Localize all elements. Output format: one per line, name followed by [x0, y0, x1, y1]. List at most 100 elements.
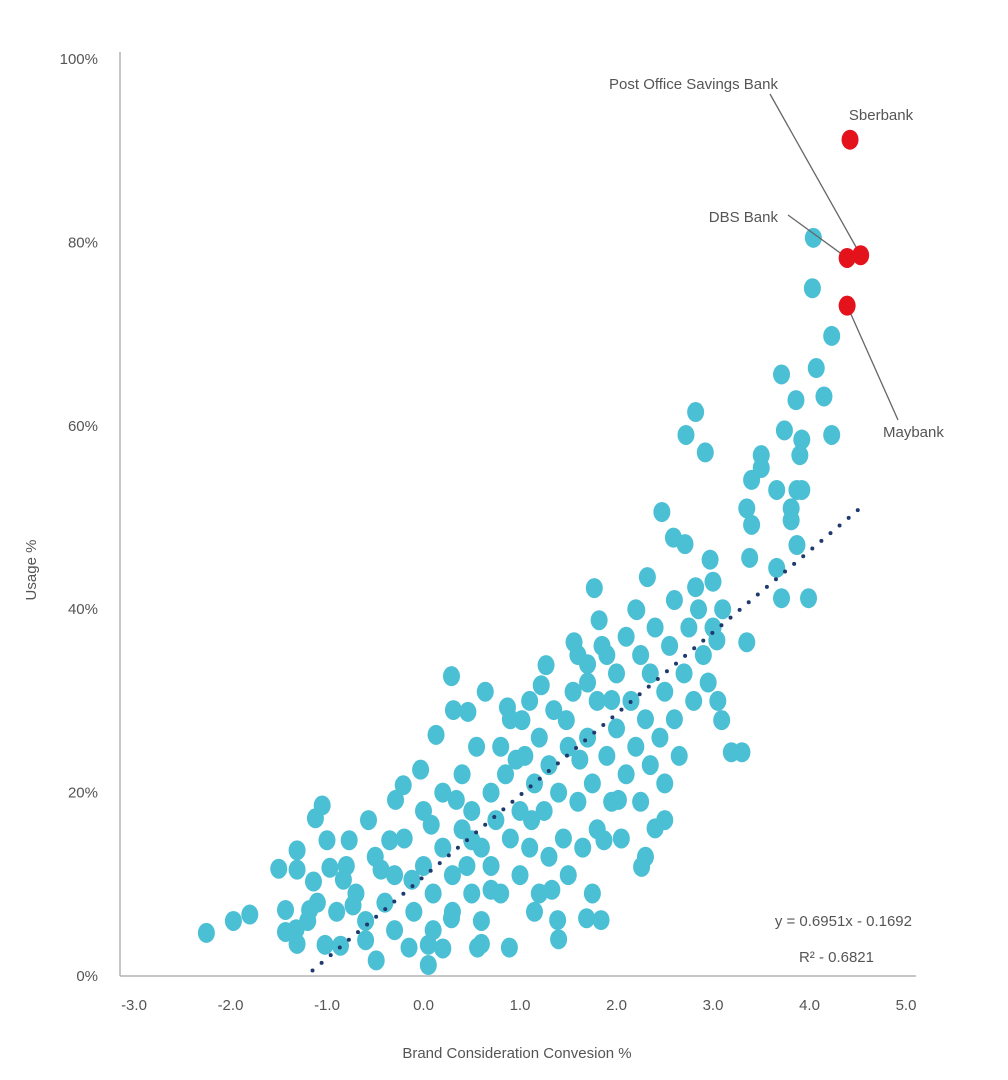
data-point — [585, 578, 603, 599]
data-point — [537, 655, 555, 676]
data-point — [687, 577, 705, 598]
data-point — [476, 681, 494, 702]
y-tick-label: 60% — [68, 418, 98, 435]
data-point — [690, 599, 708, 620]
data-point — [583, 883, 601, 904]
bank-label: Post Office Savings Bank — [609, 76, 778, 93]
trendline-dot — [446, 853, 451, 858]
data-point — [288, 840, 306, 861]
data-point — [608, 663, 625, 684]
data-point — [463, 883, 481, 904]
data-point — [696, 442, 714, 463]
data-point — [636, 846, 654, 867]
data-point — [603, 791, 621, 812]
data-point — [738, 632, 756, 653]
data-point — [492, 883, 510, 904]
data-point — [803, 278, 821, 299]
x-tick-label: 3.0 — [703, 997, 724, 1014]
data-point — [656, 773, 674, 794]
data-point — [359, 810, 377, 831]
data-point — [685, 690, 703, 711]
data-point — [583, 773, 601, 794]
leader-lines — [769, 93, 899, 421]
trendline-dot — [465, 838, 470, 843]
trendline-dot — [855, 508, 860, 513]
data-point — [579, 727, 597, 748]
data-point — [511, 865, 529, 886]
data-point — [550, 782, 568, 803]
data-point — [224, 910, 242, 931]
highlighted-point — [852, 245, 870, 266]
data-point — [569, 791, 587, 812]
data-point — [366, 846, 384, 867]
data-point — [500, 937, 518, 958]
data-point — [680, 617, 698, 638]
y-tick-label: 20% — [68, 785, 98, 802]
data-point — [791, 445, 809, 466]
data-point — [741, 547, 759, 568]
data-point — [714, 599, 732, 620]
trendline-dot — [428, 868, 433, 873]
data-point — [288, 933, 306, 954]
data-point — [782, 498, 800, 519]
data-point — [463, 800, 481, 821]
data-point — [823, 424, 841, 445]
leader-line — [846, 305, 899, 421]
trendline-dot — [764, 584, 769, 589]
trendline-dot — [828, 531, 833, 536]
data-point — [665, 709, 683, 730]
x-tick-label: -3.0 — [121, 997, 147, 1014]
data-point — [807, 358, 825, 379]
leader-line — [787, 214, 848, 259]
data-point — [241, 904, 259, 925]
data-point — [497, 764, 515, 785]
data-point — [347, 883, 365, 904]
data-point — [540, 755, 558, 776]
data-point — [752, 457, 770, 478]
data-point — [482, 782, 500, 803]
data-point — [699, 672, 717, 693]
data-point — [694, 645, 712, 666]
trendline-dot — [628, 699, 633, 704]
data-point — [427, 724, 445, 745]
y-axis-title: Usage % — [23, 540, 40, 601]
data-point — [768, 479, 786, 500]
data-point — [387, 789, 405, 810]
trendline-dot — [328, 953, 333, 958]
trendline-dot — [374, 914, 379, 919]
data-point — [787, 390, 805, 411]
trendline-dot — [719, 623, 724, 628]
bank-label: Maybank — [883, 424, 944, 441]
data-point — [492, 736, 510, 757]
data-point — [793, 479, 811, 500]
trendline-dot — [519, 792, 524, 797]
data-point — [299, 910, 317, 931]
data-point — [442, 666, 460, 687]
data-point — [308, 892, 326, 913]
data-point — [424, 920, 442, 941]
trendline-dot — [455, 845, 460, 850]
data-point — [516, 745, 534, 766]
trendline-dot — [846, 515, 851, 520]
data-point — [367, 950, 385, 971]
data-point — [775, 420, 793, 441]
data-point — [487, 810, 505, 831]
trendline-dot — [501, 807, 506, 812]
data-point — [627, 736, 645, 757]
data-point — [704, 571, 722, 592]
trendline-dot — [601, 722, 606, 727]
trendline-dot — [574, 746, 579, 751]
data-point — [588, 690, 606, 711]
data-point — [571, 749, 589, 770]
data-point — [638, 567, 656, 588]
data-point — [403, 869, 421, 890]
data-point — [525, 901, 543, 922]
trendline-dot — [801, 554, 806, 559]
data-point — [641, 663, 659, 684]
highlighted-points: Sberbank Post Office Savings Bank DBS Bank… — [609, 76, 944, 441]
trendline-dot — [819, 538, 824, 543]
data-point — [612, 828, 630, 849]
trendline-dot — [592, 730, 597, 735]
data-point — [424, 883, 442, 904]
x-tick-label: 5.0 — [896, 997, 917, 1014]
